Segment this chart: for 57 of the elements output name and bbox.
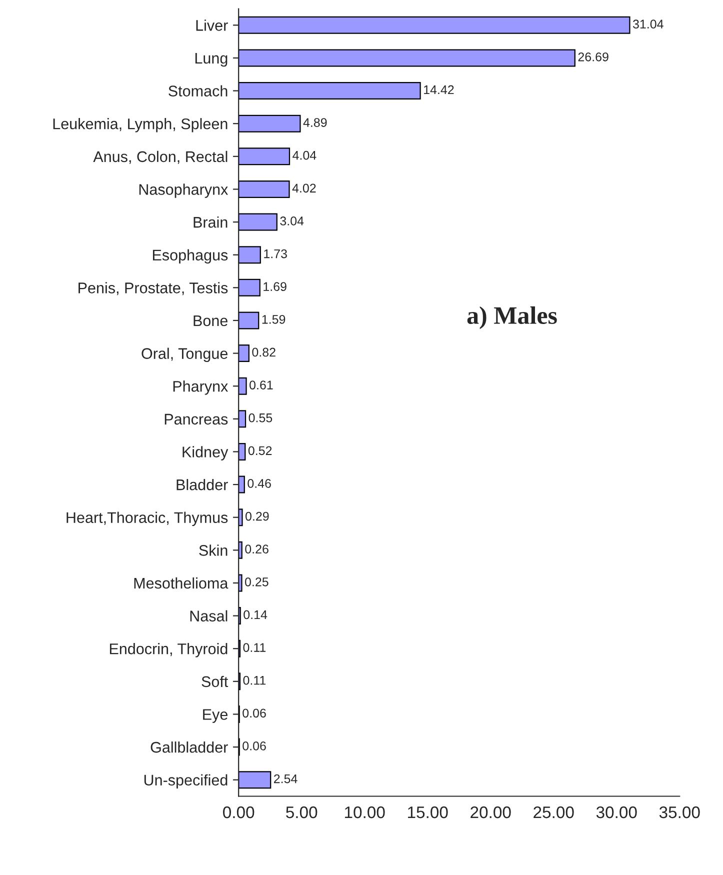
y-tick-label: Pharynx (173, 380, 228, 395)
data-label: 0.06 (242, 742, 266, 750)
data-label: 0.06 (242, 708, 266, 718)
y-tick-label: Nasopharynx (139, 184, 228, 198)
y-tick-label: Liver (196, 20, 228, 31)
y-tick-label: Stomach (168, 85, 228, 96)
data-label: 26.69 (578, 52, 608, 62)
x-tick-label: 30.00 (596, 806, 637, 818)
data-label: 1.73 (264, 249, 287, 258)
x-tick-label: 35.00 (659, 806, 700, 818)
data-label: 0.26 (245, 544, 268, 554)
data-label: 4.89 (303, 118, 327, 127)
y-tick-label: Gallbladder (150, 741, 228, 753)
data-label: 1.69 (264, 282, 286, 292)
y-tick-label: Esophagus (152, 249, 228, 264)
data-label: 1.59 (262, 314, 286, 324)
data-label: 3.04 (280, 216, 304, 226)
x-tick-label: 10.00 (345, 806, 385, 818)
data-label: 0.14 (244, 610, 268, 620)
y-tick-label: Eye (203, 709, 228, 723)
y-tick-label: Kidney (182, 446, 228, 460)
x-tick-label: 25.00 (534, 806, 574, 818)
data-label: 0.82 (252, 348, 276, 357)
x-tick-label: 20.00 (470, 806, 511, 818)
y-tick-label: Bone (194, 315, 228, 326)
y-tick-label: Nasal (190, 610, 228, 622)
data-label: 0.11 (243, 643, 266, 652)
y-tick-label: Soft (202, 676, 228, 688)
x-tick-label: 0.00 (223, 806, 254, 818)
y-tick-label: Brain (194, 216, 228, 228)
y-tick-label: Skin (199, 544, 228, 556)
data-label: 0.52 (248, 446, 272, 456)
data-label: 0.25 (245, 577, 268, 586)
data-label: 4.02 (292, 184, 316, 193)
y-tick-label: Un-specified (144, 774, 228, 789)
y-tick-label: Heart,Thoracic, Thymus (66, 512, 228, 526)
annotation: a) Males (467, 306, 557, 330)
data-label: 0.61 (250, 380, 273, 390)
x-tick-label: 15.00 (408, 806, 448, 818)
y-tick-label: Anus, Colon, Rectal (93, 150, 228, 164)
x-tick-label: 5.00 (286, 806, 318, 818)
data-label: 0.11 (243, 676, 266, 685)
data-label: 0.29 (246, 512, 269, 521)
y-tick-label: Penis, Prostate, Testis (78, 282, 228, 296)
data-label: 14.42 (424, 85, 454, 94)
y-tick-label: Lung (195, 52, 228, 67)
y-tick-label: Mesothelioma (134, 577, 228, 589)
y-tick-label: Oral, Tongue (142, 348, 228, 362)
y-tick-label: Leukemia, Lymph, Spleen (53, 118, 228, 132)
y-tick-label: Pancreas (164, 414, 228, 425)
data-label: 31.04 (632, 20, 664, 29)
y-tick-label: Endocrin, Thyroid (110, 643, 228, 658)
data-label: 4.04 (292, 150, 316, 160)
y-tick-label: Bladder (176, 478, 228, 490)
data-label: 0.46 (248, 479, 271, 488)
data-label: 2.54 (274, 774, 298, 784)
data-label: 0.55 (248, 413, 272, 422)
